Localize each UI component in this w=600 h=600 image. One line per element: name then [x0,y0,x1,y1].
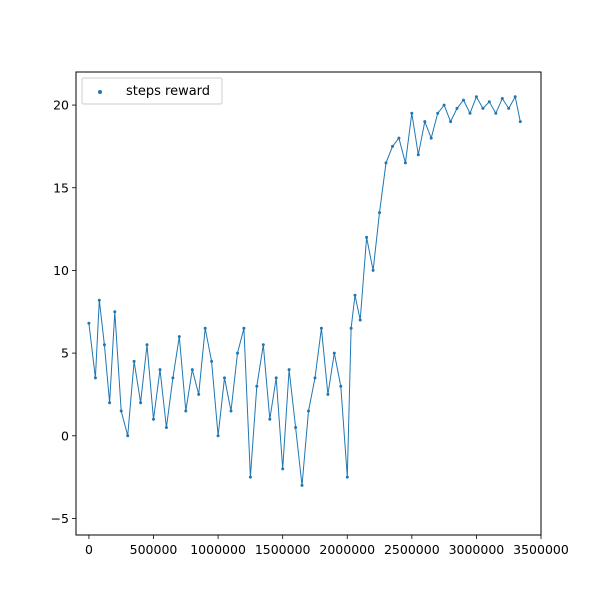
data-point [216,434,220,438]
y-tick-label: 20 [53,98,69,113]
data-point [119,409,123,413]
data-point [403,161,407,165]
data-point [190,368,194,372]
data-point [97,298,101,302]
data-point [248,475,252,479]
data-point [152,417,155,421]
x-tick-label: 500000 [130,542,178,557]
data-point [436,111,440,115]
data-point [203,326,207,330]
y-tick-label: −5 [51,511,69,526]
data-point [287,368,291,372]
data-point [145,343,149,347]
data-point [518,120,522,124]
data-point [158,368,162,372]
data-point [416,153,420,157]
x-tick-label: 1500000 [255,542,311,557]
data-point [255,384,259,388]
plot-frame [75,71,542,536]
data-point [236,351,239,355]
data-point [345,475,349,479]
data-point [132,359,136,363]
data-point [429,136,433,140]
data-point [397,136,401,140]
data-point [177,335,181,339]
data-point [339,384,343,388]
data-point [261,343,265,347]
data-point [210,359,214,363]
data-point [391,144,394,148]
data-point [319,326,323,330]
data-point [481,106,485,110]
y-tick-label: 0 [61,428,69,443]
data-point [294,426,298,429]
data-point [442,103,446,107]
data-point [126,434,130,438]
data-point [474,95,478,99]
data-point [313,376,317,380]
data-point [468,111,472,115]
x-tick-label: 2500000 [384,542,440,557]
legend-marker [98,90,102,94]
data-point [300,483,304,487]
data-point [197,392,201,396]
data-point [326,392,330,396]
data-point [223,376,226,380]
x-axis: 0 500000 1000000 1500000 2000000 2500000 30000… [85,535,569,557]
x-tick-label: 3000000 [449,542,505,557]
data-point [332,351,336,355]
x-tick-label: 3500000 [513,542,569,557]
series-layer [87,95,522,487]
data-point [455,106,459,110]
y-tick-label: 15 [53,180,69,195]
x-tick-label: 1000000 [190,542,246,557]
y-axis: −5 0 5 10 15 20 [51,98,76,526]
data-point [507,106,511,110]
y-tick-label: 5 [61,346,69,361]
data-point [274,376,278,380]
data-point [494,111,498,115]
data-point [462,98,465,102]
legend-box [81,77,223,105]
data-point [384,161,388,165]
data-point [423,120,427,124]
x-tick-label: 0 [85,542,93,557]
data-point [113,310,117,314]
data-point [102,343,106,347]
data-point [139,401,143,405]
data-point [513,95,517,99]
y-tick-label: 10 [53,263,69,278]
data-point [184,409,188,413]
data-point [365,235,369,239]
data-point [93,376,97,380]
data-point [87,321,91,325]
data-point [281,467,285,471]
data-point [449,120,453,124]
data-point [378,211,381,215]
data-point [371,268,375,272]
data-point [349,326,353,330]
data-point [229,409,233,413]
data-point [358,318,362,322]
data-point [171,376,175,380]
x-tick-label: 2000000 [319,542,375,557]
data-point [410,111,414,115]
data-point [353,293,357,297]
data-point [108,401,112,405]
series-line [88,95,521,486]
data-point [487,100,491,104]
data-point [164,426,168,429]
data-point [307,409,310,413]
data-point [268,417,272,421]
data-point [242,326,246,330]
legend-label: steps reward [126,84,210,99]
data-point [500,97,504,100]
legend: steps reward [81,77,223,105]
